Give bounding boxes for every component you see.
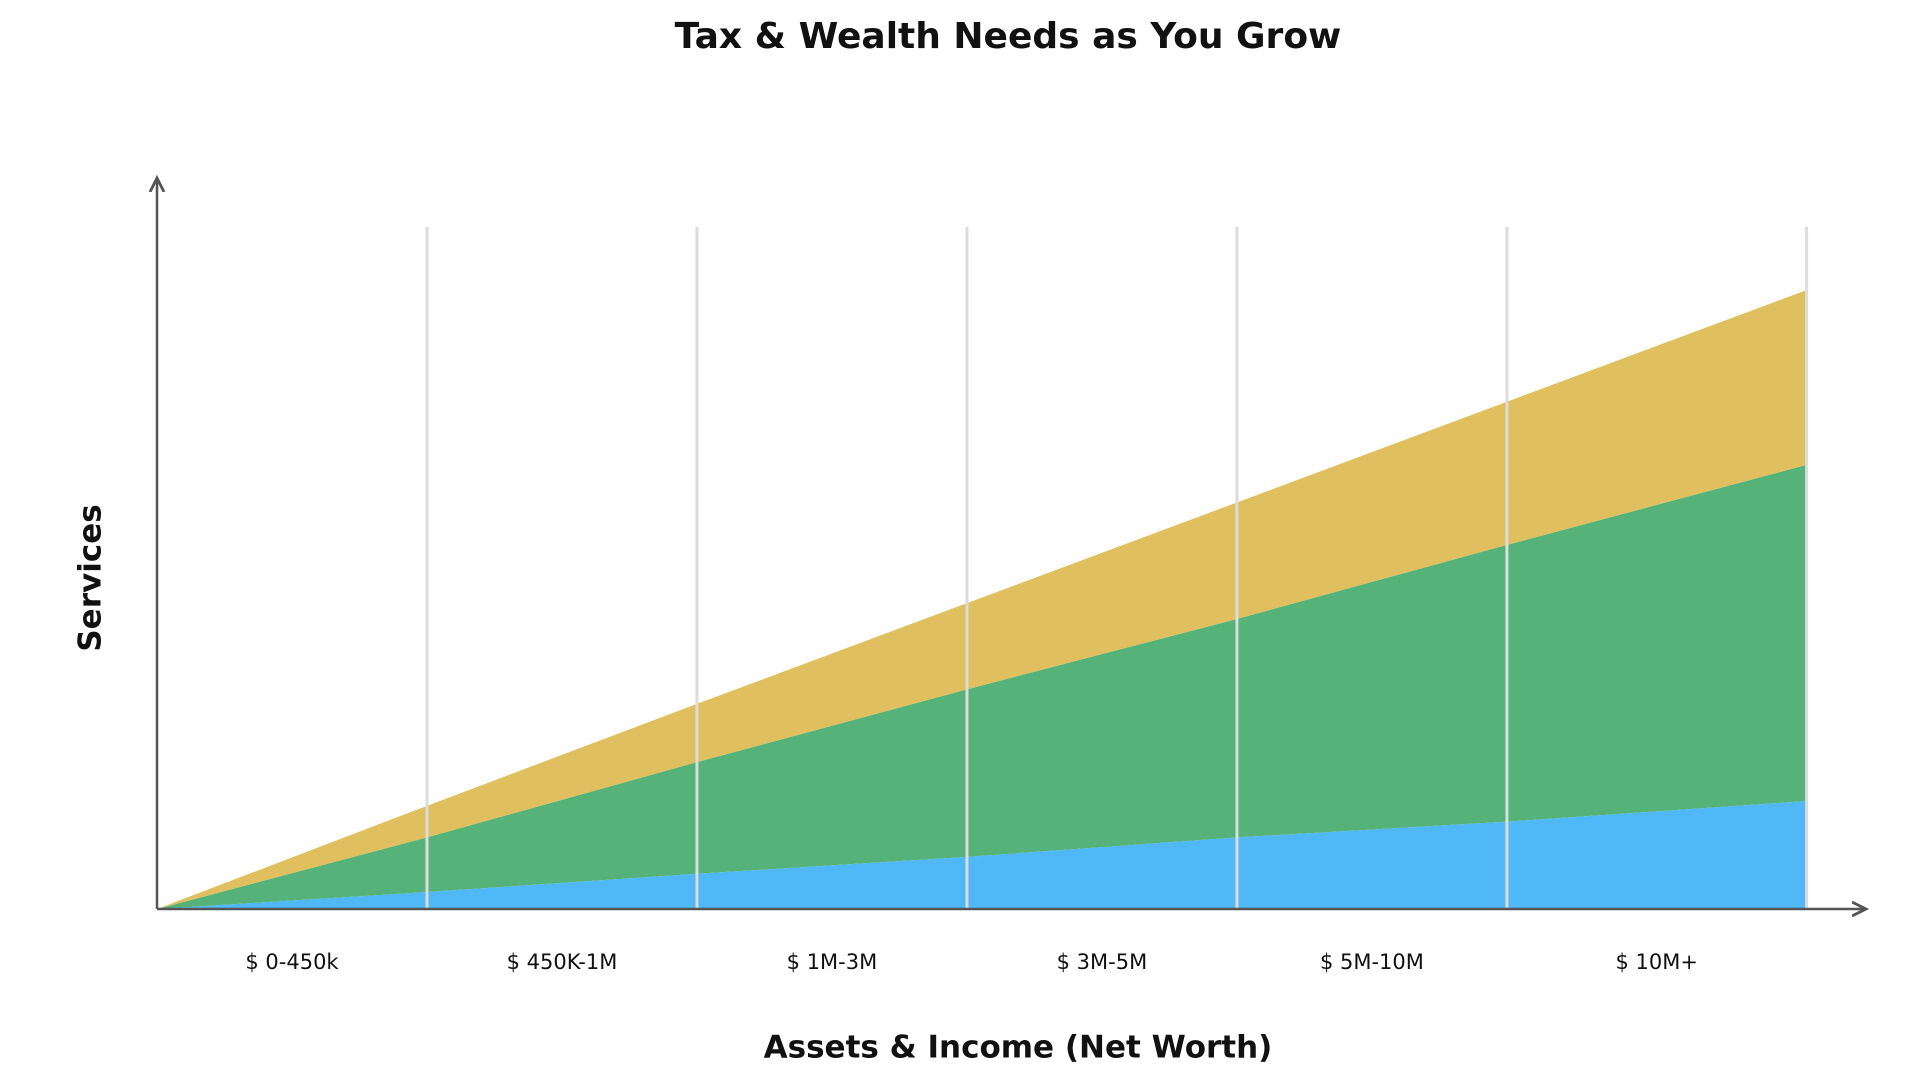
x-tick-labels: $ 0-450k $ 450K-1M $ 1M-3M $ 3M-5M $ 5M-10M $… [245, 950, 1698, 974]
x-axis-title: Assets & Income (Net Worth) [764, 1030, 1273, 1066]
x-tick-label: $ 0-450k [245, 950, 339, 974]
area [157, 290, 1807, 909]
x-tick-label: $ 1M-3M [787, 950, 878, 974]
areas [157, 290, 1807, 909]
x-tick-label: $ 5M-10M [1320, 950, 1424, 974]
area [157, 800, 1807, 909]
grid [425, 227, 1809, 909]
x-tick-label: $ 3M-5M [1057, 950, 1148, 974]
area [157, 464, 1807, 909]
x-tick-label: $ 10M+ [1616, 950, 1698, 974]
y-axis-title: Services [73, 504, 109, 651]
x-tick-label: $ 450K-1M [507, 950, 618, 974]
chart-title: Tax & Wealth Needs as You Grow [675, 16, 1342, 57]
